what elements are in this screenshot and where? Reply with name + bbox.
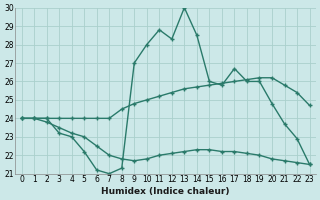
X-axis label: Humidex (Indice chaleur): Humidex (Indice chaleur) <box>101 187 230 196</box>
